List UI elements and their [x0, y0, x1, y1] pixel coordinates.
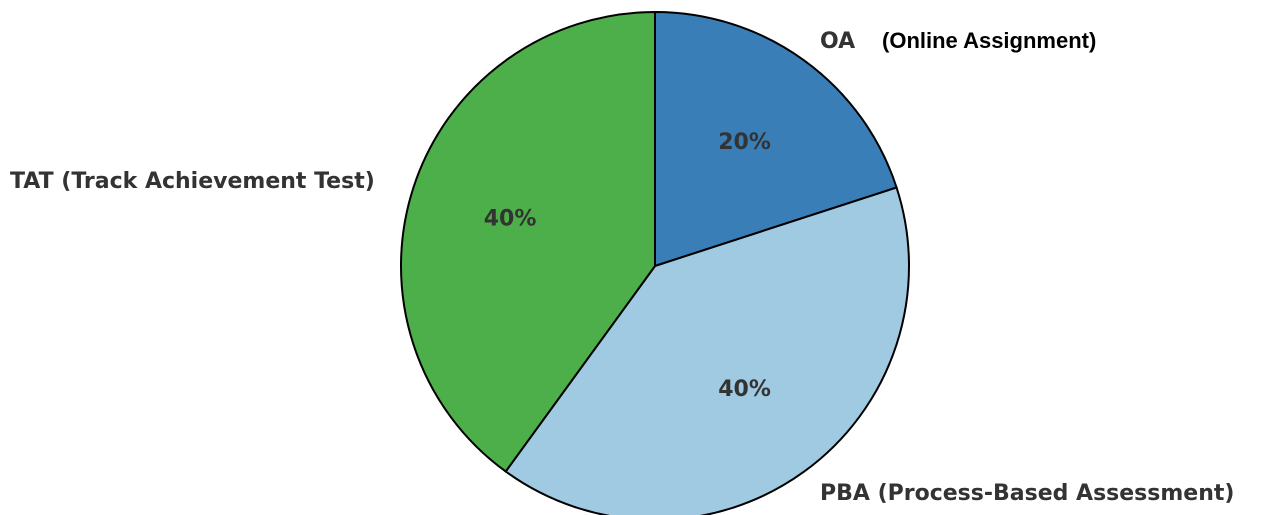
pie-slice-pba — [504, 186, 910, 515]
category-label-tat: TAT (Track Achievement Test) — [10, 169, 375, 194]
category-label-pba: PBA (Process-Based Assessment) — [820, 481, 1234, 506]
pct-label-oa: 20% — [718, 130, 771, 155]
percentage-labels: 20% 40% 40% — [484, 130, 771, 402]
category-label-oa-abbr: OA — [820, 29, 855, 54]
pct-label-pba: 40% — [718, 377, 771, 402]
pie-slice-tat — [400, 10, 656, 473]
pie-slice-oa — [654, 10, 898, 268]
pie-slices — [400, 10, 910, 515]
category-label-oa-detail: (Online Assignment) — [882, 28, 1096, 53]
pct-label-tat: 40% — [484, 206, 537, 231]
category-label-oa: OA (Online Assignment) — [820, 28, 1096, 54]
